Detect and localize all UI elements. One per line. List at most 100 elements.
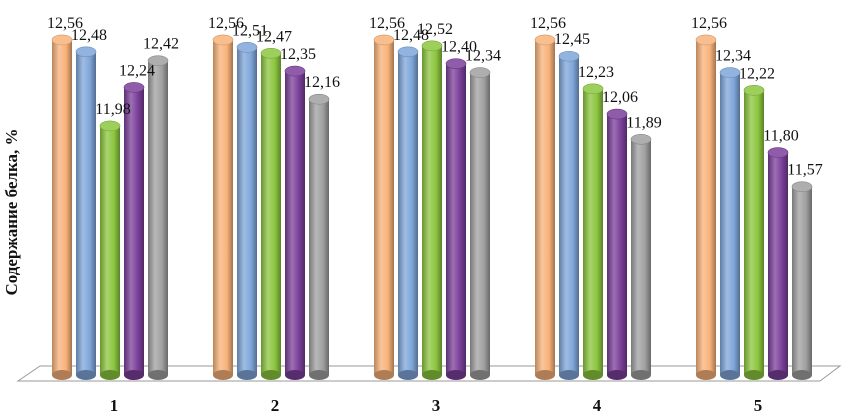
bar-body — [100, 125, 120, 375]
bar-group3-series3 — [421, 40, 443, 380]
bar-body — [559, 56, 579, 375]
bar-group3-series1 — [373, 34, 395, 380]
bar-body — [124, 87, 144, 376]
bar-top — [606, 108, 628, 120]
bar-group3-series5 — [469, 67, 491, 380]
bar-group4-series3 — [582, 83, 604, 380]
value-label-g4-s4: 12,06 — [602, 89, 638, 106]
bar-base — [744, 370, 764, 380]
value-label-g5-s1: 12,56 — [691, 15, 727, 32]
bar-base — [261, 370, 281, 380]
value-label-g3-s2: 12,48 — [393, 27, 429, 44]
bar-group1-series2 — [75, 46, 97, 380]
bar-base — [285, 370, 305, 380]
value-label-g2-s4: 12,35 — [280, 46, 316, 63]
bar-top — [284, 65, 306, 77]
bar-top — [719, 67, 741, 78]
bar-body — [583, 88, 603, 376]
x-tick-2: 2 — [271, 396, 280, 414]
value-label-g3-s4: 12,40 — [441, 39, 477, 56]
bar-group5-series1 — [695, 34, 717, 380]
bar-group4-series2 — [558, 50, 580, 380]
bar-group4-series1 — [534, 34, 556, 380]
bar-base — [213, 370, 233, 380]
bar-body — [309, 99, 329, 376]
value-label-g4-s3: 12,23 — [578, 64, 614, 81]
bar-base — [446, 370, 466, 380]
bar-body — [398, 51, 418, 375]
value-label-g2-s3: 12,47 — [256, 28, 292, 45]
bar-top — [791, 181, 813, 193]
value-label-g4-s2: 12,45 — [554, 31, 590, 48]
bar-top — [421, 40, 443, 52]
bar-top — [99, 120, 121, 132]
bar-group1-series1 — [51, 34, 73, 380]
value-label-g3-s1: 12,56 — [369, 15, 405, 32]
bar-base — [792, 370, 812, 380]
x-tick-1: 1 — [110, 396, 119, 414]
bar-body — [535, 39, 555, 376]
bar-base — [124, 370, 144, 380]
bar-body — [744, 90, 764, 376]
value-label-g5-s2: 12,34 — [715, 48, 751, 65]
x-tick-4: 4 — [593, 396, 602, 414]
bar-base — [535, 370, 555, 380]
bar-top — [123, 82, 145, 93]
bar-group1-series4 — [123, 82, 145, 380]
bar-base — [607, 370, 627, 380]
x-tick-labels: 1 2 3 4 5 — [110, 396, 763, 414]
bar-group5-series4 — [767, 147, 789, 380]
bar-base — [583, 370, 603, 380]
bar-body — [607, 114, 627, 376]
bar-group5-series5 — [791, 181, 813, 380]
value-labels-group: 12,5612,4811,9812,2412,4212,5612,5112,47… — [47, 15, 823, 179]
bar-top — [75, 46, 97, 58]
bar-body — [52, 39, 72, 376]
bar-body — [696, 39, 716, 376]
bar-group2-series4 — [284, 65, 306, 380]
bar-body — [631, 139, 651, 375]
bar-top — [147, 55, 169, 66]
bar-body — [374, 39, 394, 376]
bar-top — [51, 34, 73, 46]
bar-body — [148, 60, 168, 376]
value-label-g5-s3: 12,22 — [739, 65, 775, 82]
bar-base — [696, 370, 716, 380]
bar-top — [582, 83, 604, 95]
bar-base — [148, 370, 168, 380]
bar-top — [260, 47, 282, 59]
bar-top — [630, 133, 652, 145]
bar-base — [720, 370, 740, 380]
value-label-g3-s5: 12,34 — [465, 48, 501, 65]
bar-top — [743, 85, 765, 96]
bar-top — [534, 34, 556, 46]
bar-group5-series3 — [743, 85, 765, 380]
bar-top — [695, 34, 717, 46]
bar-group2-series3 — [260, 47, 282, 380]
bar-group1-series3 — [99, 120, 121, 380]
bar-top — [308, 93, 330, 105]
bar-body — [237, 47, 257, 376]
bar-group4-series5 — [630, 133, 652, 380]
x-tick-5: 5 — [754, 396, 763, 414]
bar-base — [422, 370, 442, 380]
value-label-g1-s3: 11,98 — [95, 101, 130, 118]
bar-body — [470, 72, 490, 376]
bar-base — [559, 370, 579, 380]
bar-base — [309, 370, 329, 380]
bar-base — [374, 370, 394, 380]
bar-base — [768, 370, 788, 380]
bar-base — [398, 370, 418, 380]
value-label-g2-s5: 12,16 — [304, 74, 340, 91]
bars-group — [51, 34, 813, 380]
bar-body — [792, 186, 812, 375]
value-label-g4-s1: 12,56 — [530, 15, 566, 32]
value-label-g1-s5: 12,42 — [143, 36, 179, 53]
bar-top — [445, 58, 467, 69]
value-label-g5-s4: 11,80 — [763, 128, 798, 145]
bar-group2-series2 — [236, 42, 258, 380]
bar-base — [76, 370, 96, 380]
bar-group3-series2 — [397, 46, 419, 380]
